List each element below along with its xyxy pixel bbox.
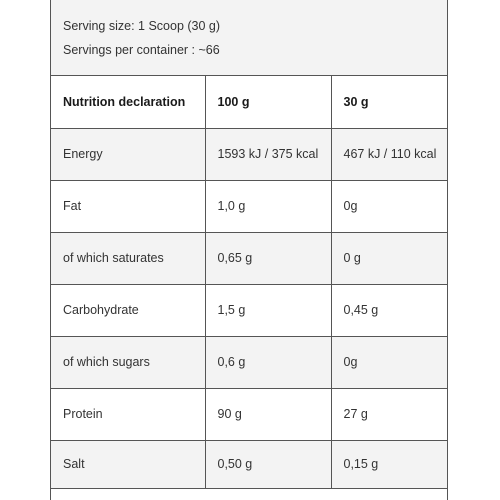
table-row-protein: Protein 90 g 27 g	[51, 388, 447, 441]
table-header-row: Nutrition declaration 100 g 30 g	[51, 76, 447, 129]
value-per-30g: 0g	[331, 336, 447, 389]
value-per-100g: 1,5 g	[205, 284, 332, 337]
value-per-100g: 1,0 g	[205, 180, 332, 233]
value-per-30g: 27 g	[331, 388, 447, 441]
value-per-30g: 0,15 g	[331, 440, 447, 489]
value-per-100g: 1593 kJ / 375 kcal	[205, 128, 332, 181]
nutrition-panel: Serving size: 1 Scoop (30 g) Servings pe…	[50, 0, 448, 500]
nutrition-table: Nutrition declaration 100 g 30 g Energy …	[51, 76, 447, 489]
header-per-100g: 100 g	[205, 76, 332, 129]
row-label: Salt	[51, 440, 206, 489]
table-row-sugars: of which sugars 0,6 g 0g	[51, 336, 447, 389]
value-per-100g: 0,50 g	[205, 440, 332, 489]
table-row-salt: Salt 0,50 g 0,15 g	[51, 440, 447, 489]
table-row-saturates: of which saturates 0,65 g 0 g	[51, 232, 447, 285]
value-per-100g: 0,65 g	[205, 232, 332, 285]
table-row-fat: Fat 1,0 g 0g	[51, 180, 447, 233]
header-nutrition-declaration: Nutrition declaration	[51, 76, 206, 129]
row-label: Carbohydrate	[51, 284, 206, 337]
header-per-30g: 30 g	[331, 76, 447, 129]
value-per-100g: 90 g	[205, 388, 332, 441]
row-label: of which sugars	[51, 336, 206, 389]
value-per-30g: 0g	[331, 180, 447, 233]
row-label: Fat	[51, 180, 206, 233]
value-per-30g: 0 g	[331, 232, 447, 285]
servings-per-container: Servings per container : ~66	[63, 43, 220, 57]
row-label: of which saturates	[51, 232, 206, 285]
row-label: Protein	[51, 388, 206, 441]
value-per-30g: 0,45 g	[331, 284, 447, 337]
row-label: Energy	[51, 128, 206, 181]
serving-size: Serving size: 1 Scoop (30 g)	[63, 19, 221, 33]
value-per-30g: 467 kJ / 110 kcal	[331, 128, 447, 181]
value-per-100g: 0,6 g	[205, 336, 332, 389]
table-row-energy: Energy 1593 kJ / 375 kcal 467 kJ / 110 k…	[51, 128, 447, 181]
serving-info: Serving size: 1 Scoop (30 g) Servings pe…	[51, 0, 447, 76]
table-row-carbohydrate: Carbohydrate 1,5 g 0,45 g	[51, 284, 447, 337]
